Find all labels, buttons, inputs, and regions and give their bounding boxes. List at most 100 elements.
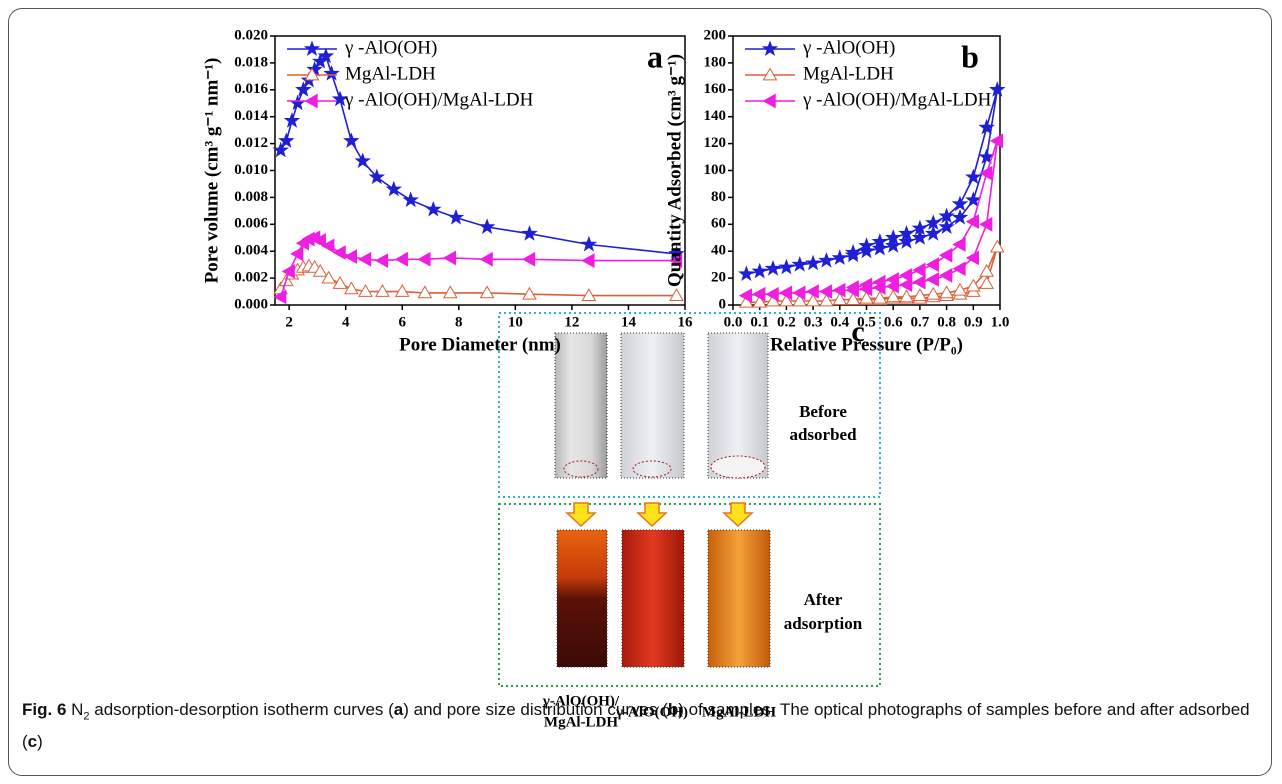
- tube-photo: [557, 530, 607, 667]
- before-label: Before: [799, 402, 847, 421]
- arrow: [567, 503, 595, 526]
- marker: [376, 285, 389, 296]
- caption: Fig. 6 N2 adsorption-desorption isotherm…: [22, 697, 1267, 754]
- y-tick-label: 140: [704, 108, 727, 124]
- marker: [991, 241, 1004, 252]
- marker: [967, 170, 981, 183]
- tube-photo: [708, 530, 770, 667]
- marker: [793, 258, 807, 271]
- marker: [967, 215, 979, 228]
- marker: [444, 251, 456, 264]
- photo-panel: c Before adsorbed After adsorption γ-AlO…: [499, 313, 880, 730]
- marker: [940, 249, 952, 262]
- x-axis-title: Pore Diameter (nm): [399, 334, 561, 355]
- y-tick-label: 0.010: [234, 162, 268, 178]
- series-line: [281, 56, 677, 254]
- y-tick-label: 0.008: [234, 189, 268, 205]
- caption-text: c: [28, 732, 37, 751]
- x-tick-label: 0.0: [724, 314, 743, 330]
- marker: [481, 253, 493, 266]
- caption-text: ) and pore size distribution curves (: [403, 700, 668, 719]
- arrow: [724, 503, 752, 526]
- x-axis-title: Relative Pressure (P/P₀): [770, 334, 963, 355]
- marker: [305, 42, 319, 55]
- caption-text: ): [37, 732, 43, 751]
- x-tick-label: 6: [398, 314, 406, 330]
- marker: [523, 253, 535, 266]
- marker: [444, 286, 457, 297]
- x-tick-label: 16: [678, 314, 694, 330]
- marker: [913, 231, 927, 244]
- y-tick-label: 180: [704, 54, 727, 70]
- y-tick-label: 120: [704, 135, 727, 151]
- marker: [913, 276, 925, 289]
- after-label: After: [804, 590, 843, 609]
- x-tick-label: 0.3: [804, 314, 823, 330]
- marker: [291, 96, 305, 109]
- plot: 0204060801001201401601802000.00.10.20.30…: [664, 27, 1009, 355]
- y-tick-label: 0.006: [234, 216, 268, 232]
- marker: [359, 253, 371, 266]
- legend-label: γ -AlO(OH)/MgAl-LDH: [802, 89, 992, 110]
- marker: [523, 227, 537, 240]
- y-tick-label: 0.002: [234, 270, 268, 286]
- y-tick-label: 160: [704, 81, 727, 97]
- marker: [913, 264, 925, 277]
- y-tick-label: 100: [704, 162, 727, 178]
- legend-label: γ -AlO(OH): [802, 37, 895, 58]
- marker: [764, 69, 777, 80]
- x-tick-label: 0.4: [830, 314, 849, 330]
- y-tick-label: 60: [711, 216, 726, 232]
- marker: [325, 67, 339, 80]
- y-tick-label: 0.014: [234, 108, 268, 124]
- x-tick-label: 8: [455, 314, 463, 330]
- caption-text: b: [668, 700, 678, 719]
- figure: c Before adsorbed After adsorption γ-AlO…: [0, 0, 1282, 784]
- marker: [306, 95, 318, 108]
- marker: [418, 253, 430, 266]
- marker: [291, 247, 303, 260]
- marker: [427, 202, 441, 215]
- after-label: adsorption: [784, 614, 863, 633]
- marker: [900, 269, 912, 282]
- x-tick-label: 12: [564, 314, 579, 330]
- legend-entry: γ -AlO(OH): [287, 37, 437, 58]
- legend-label: MgAl-LDH: [803, 63, 894, 84]
- marker: [274, 143, 288, 156]
- panel-label: b: [961, 38, 979, 74]
- caption-text: N: [66, 700, 83, 719]
- legend-label: MgAl-LDH: [345, 63, 436, 84]
- marker: [833, 251, 847, 264]
- marker: [780, 260, 794, 273]
- marker: [740, 267, 754, 280]
- tube-photo: [555, 333, 607, 478]
- arrow: [638, 503, 666, 526]
- marker: [376, 254, 388, 267]
- x-tick-label: 2: [285, 314, 293, 330]
- x-tick-label: 0.1: [750, 314, 769, 330]
- y-tick-label: 0.020: [234, 27, 268, 43]
- y-tick-label: 0.000: [234, 296, 268, 312]
- page: c Before adsorbed After adsorption γ-AlO…: [0, 0, 1282, 784]
- marker: [582, 237, 596, 250]
- y-tick-label: 40: [711, 243, 726, 259]
- legend-entry: MgAl-LDH: [745, 63, 894, 84]
- marker: [980, 218, 992, 231]
- y-tick-label: 0.016: [234, 81, 268, 97]
- marker: [334, 246, 346, 259]
- marker: [449, 210, 463, 223]
- marker: [763, 42, 777, 55]
- plot-frame: [275, 36, 685, 305]
- marker: [345, 134, 359, 147]
- y-tick-label: 200: [704, 27, 727, 43]
- legend-label: γ -AlO(OH)/MgAl-LDH: [344, 89, 534, 110]
- legend-entry: γ -AlO(OH): [745, 37, 895, 58]
- marker: [927, 273, 939, 286]
- legend-label: γ -AlO(OH): [344, 37, 437, 58]
- sediment-circle: [711, 456, 765, 478]
- marker: [820, 254, 834, 267]
- x-tick-label: 0.2: [777, 314, 796, 330]
- marker: [396, 285, 409, 296]
- caption-text: Fig. 6: [22, 700, 66, 719]
- legend-entry: γ -AlO(OH)/MgAl-LDH: [287, 89, 534, 110]
